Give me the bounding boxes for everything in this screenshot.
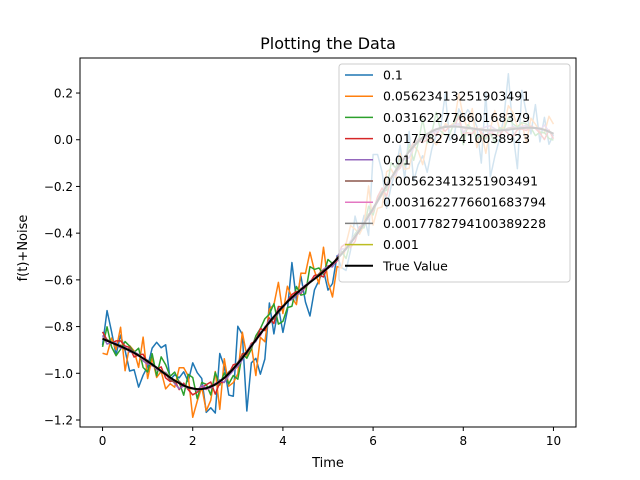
- y-tick-label: −1.2: [44, 413, 73, 427]
- legend-label: 0.005623413251903491: [383, 174, 538, 189]
- y-tick-label: −1.0: [44, 367, 73, 381]
- legend-label: 0.0031622776601683794: [383, 195, 546, 210]
- legend-label: 0.01: [383, 152, 411, 167]
- legend-label: 0.0017782794100389228: [383, 216, 546, 231]
- x-tick-label: 0: [99, 434, 107, 448]
- plot-frame: [79, 57, 577, 428]
- legend-label: 0.01778279410038923: [383, 131, 530, 146]
- y-axis-label: f(t)+Noise: [16, 215, 31, 282]
- x-tick-label: 10: [546, 434, 561, 448]
- x-tick-label: 4: [279, 434, 287, 448]
- x-tick-label: 8: [459, 434, 467, 448]
- x-axis-label: Time: [311, 456, 344, 471]
- legend-label: 0.05623413251903491: [383, 89, 530, 104]
- x-tick-label: 6: [369, 434, 377, 448]
- legend-label: 0.001: [383, 237, 419, 252]
- y-axis-ticks: −1.2 −1.0 −0.8 −0.6 −0.4 −0.2 0.0 0.2: [44, 87, 80, 427]
- x-tick-label: 2: [189, 434, 197, 448]
- legend-box: [338, 63, 571, 283]
- y-tick-label: 0.0: [54, 133, 73, 147]
- legend-label: True Value: [382, 258, 448, 273]
- x-axis-ticks: 0 2 4 6 8 10: [99, 427, 561, 448]
- y-tick-label: −0.8: [44, 320, 73, 334]
- legend-label: 0.1: [383, 68, 403, 83]
- y-tick-label: −0.4: [44, 227, 73, 241]
- legend: 0.1 0.05623413251903491 0.0316227766016837…: [338, 63, 571, 283]
- y-tick-label: −0.2: [44, 180, 73, 194]
- legend-label: 0.03162277660168379: [383, 110, 530, 125]
- chart-title: Plotting the Data: [260, 34, 396, 53]
- y-tick-label: 0.2: [54, 87, 73, 101]
- y-tick-label: −0.6: [44, 273, 73, 287]
